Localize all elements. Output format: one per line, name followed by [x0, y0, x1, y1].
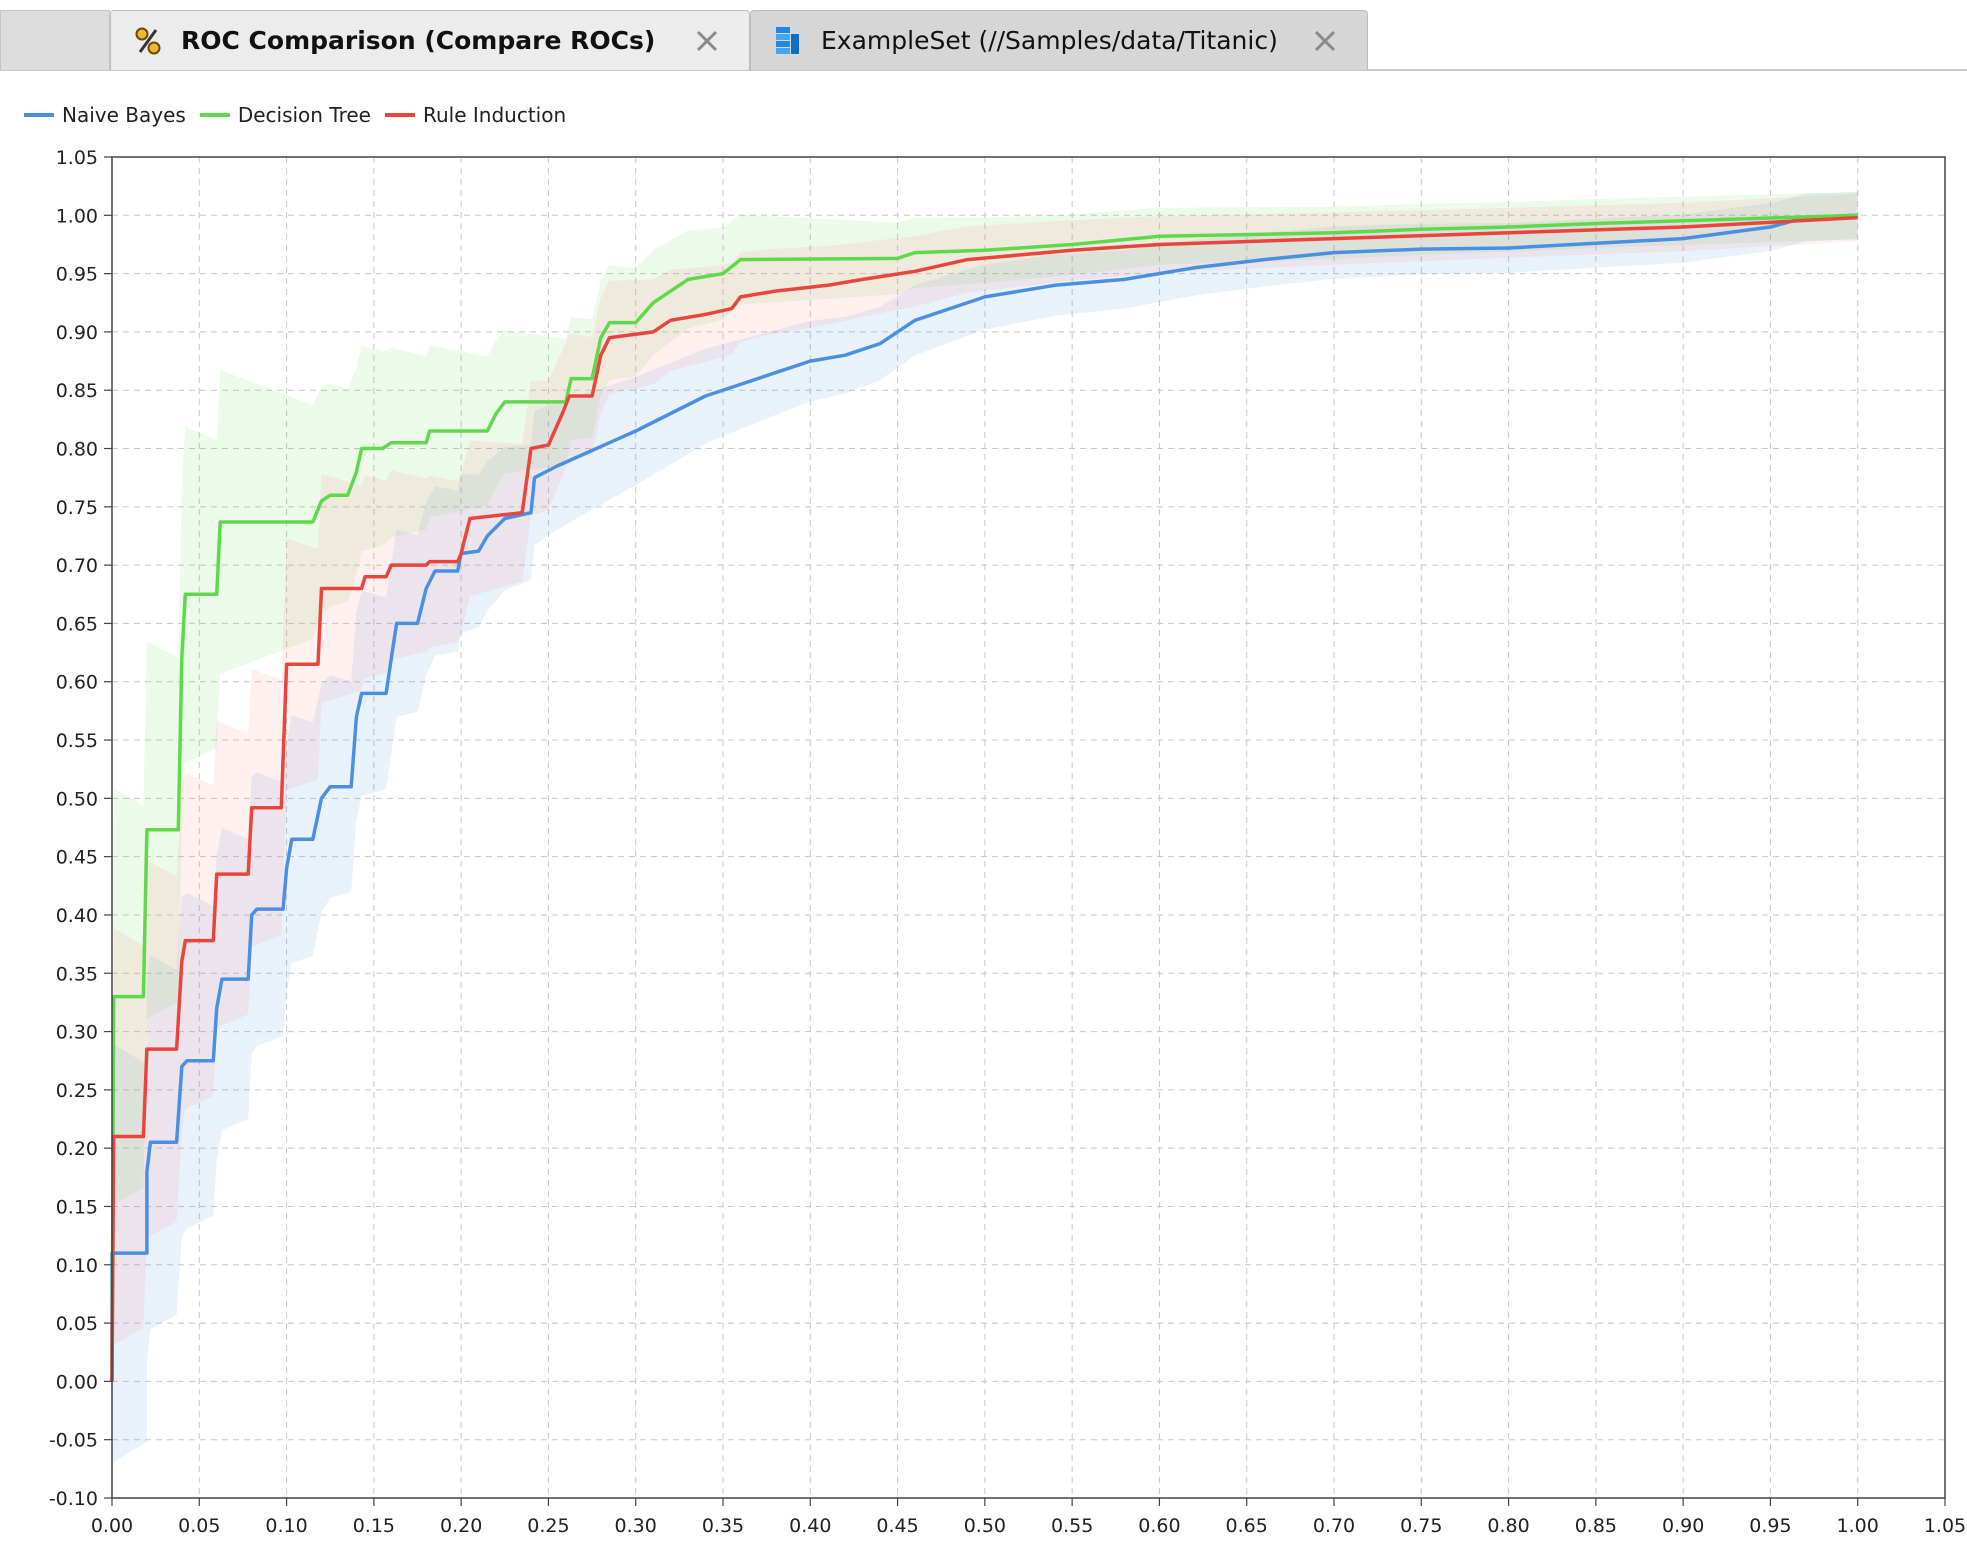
y-tick-label: 0.45 — [56, 847, 98, 869]
legend-swatch — [199, 113, 230, 117]
y-tick-label: 0.35 — [56, 963, 98, 985]
y-tick-label: 0.30 — [56, 1022, 98, 1044]
legend-swatch — [24, 113, 54, 117]
y-tick-label: 0.05 — [56, 1313, 98, 1335]
x-tick-label: 1.05 — [1924, 1515, 1966, 1537]
y-tick-label: 0.50 — [56, 788, 98, 810]
y-tick-label: 0.80 — [56, 439, 98, 461]
y-tick-label: 0.55 — [56, 730, 98, 752]
x-axis: 0.00 0.05 0.10 0.15 0.20 0.25 0.30 0.35 0.40 0.45… — [91, 1498, 1966, 1537]
roc-line-0 — [110, 213, 1858, 1382]
y-tick-label: 0.70 — [56, 555, 98, 577]
x-tick-label: 0.85 — [1575, 1515, 1617, 1537]
tab-example-set[interactable]: ExampleSet (//Samples/data/Titanic) — [750, 10, 1368, 70]
plot-frame — [111, 156, 1946, 1499]
x-tick-label: 0.00 — [91, 1515, 133, 1537]
x-tick-label: 0.80 — [1487, 1515, 1529, 1537]
roc-curves — [110, 213, 1858, 1382]
tab-bar: ROC Comparison (Compare ROCs) ExampleSet… — [0, 0, 1967, 71]
close-icon[interactable] — [1309, 25, 1341, 57]
x-tick-label: 0.95 — [1749, 1515, 1791, 1537]
legend-item-decision-tree[interactable]: Decision Tree — [199, 103, 371, 127]
legend-label: Naive Bayes — [62, 103, 186, 127]
legend-swatch — [385, 113, 415, 117]
y-tick-label: 0.60 — [56, 672, 98, 694]
confidence-bands — [112, 192, 1858, 1463]
roc-chart: 1.05 1.00 0.95 0.90 0.85 0.80 0.75 0.70 0.65 0.60… — [49, 147, 1966, 1537]
legend-item-rule-induction[interactable]: Rule Induction — [385, 103, 566, 127]
tab-bar-spacer — [0, 10, 110, 70]
y-tick-label: -0.05 — [49, 1430, 98, 1452]
tab-label: ExampleSet (//Samples/data/Titanic) — [821, 26, 1278, 55]
x-tick-label: 0.60 — [1138, 1515, 1180, 1537]
x-tick-label: 1.00 — [1837, 1515, 1879, 1537]
x-tick-label: 0.75 — [1400, 1515, 1442, 1537]
y-tick-label: 1.05 — [56, 147, 98, 169]
y-tick-label: 0.25 — [56, 1080, 98, 1102]
confidence-band-0 — [112, 192, 1858, 1463]
data-table-icon — [776, 26, 799, 54]
close-icon[interactable] — [691, 25, 723, 57]
x-tick-label: 0.20 — [440, 1515, 482, 1537]
y-tick-label: 0.90 — [56, 322, 98, 344]
legend-label: Decision Tree — [237, 103, 371, 127]
tab-label: ROC Comparison (Compare ROCs) — [181, 26, 656, 55]
x-tick-label: 0.05 — [178, 1515, 220, 1537]
x-tick-label: 0.15 — [353, 1515, 395, 1537]
x-tick-label: 0.25 — [527, 1515, 569, 1537]
y-tick-label: 0.75 — [56, 497, 98, 519]
x-tick-label: 0.90 — [1662, 1515, 1704, 1537]
legend-label: Rule Induction — [423, 103, 567, 127]
x-tick-label: 0.50 — [964, 1515, 1006, 1537]
y-tick-label: 0.85 — [56, 380, 98, 402]
percent-icon — [135, 27, 161, 54]
x-tick-label: 0.10 — [265, 1515, 307, 1537]
y-axis: 1.05 1.00 0.95 0.90 0.85 0.80 0.75 0.70 0.65 0.60… — [49, 147, 112, 1510]
roc-line-1 — [110, 213, 1858, 1382]
plot-area — [112, 157, 1945, 1498]
x-tick-label: 0.35 — [702, 1515, 744, 1537]
tab-roc-comparison[interactable]: ROC Comparison (Compare ROCs) — [110, 10, 750, 70]
x-tick-label: 0.65 — [1226, 1515, 1268, 1537]
x-tick-label: 0.55 — [1051, 1515, 1093, 1537]
grid-lines — [111, 156, 1946, 1499]
y-tick-label: 0.95 — [56, 264, 98, 286]
y-tick-label: 0.40 — [56, 905, 98, 927]
x-tick-label: 0.40 — [789, 1515, 831, 1537]
chart-legend: Naive Bayes Decision Tree Rule Induction — [24, 100, 580, 130]
y-tick-label: 1.00 — [56, 205, 98, 227]
y-tick-label: 0.10 — [56, 1255, 98, 1277]
x-tick-label: 0.70 — [1313, 1515, 1355, 1537]
y-tick-label: 0.15 — [56, 1196, 98, 1218]
y-tick-label: 0.65 — [56, 613, 98, 635]
roc-line-2 — [110, 215, 1858, 1382]
y-tick-label: 0.00 — [56, 1371, 98, 1393]
y-tick-label: -0.10 — [49, 1488, 98, 1510]
x-tick-label: 0.30 — [615, 1515, 657, 1537]
legend-item-naive-bayes[interactable]: Naive Bayes — [24, 103, 186, 127]
x-tick-label: 0.45 — [876, 1515, 918, 1537]
y-tick-label: 0.20 — [56, 1138, 98, 1160]
